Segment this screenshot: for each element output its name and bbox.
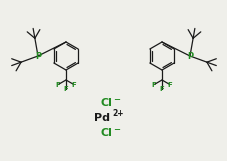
- Text: 2+: 2+: [111, 109, 123, 118]
- Text: Pd: Pd: [94, 113, 109, 123]
- Text: −: −: [113, 95, 119, 104]
- Text: Cl: Cl: [100, 98, 111, 108]
- Text: F: F: [159, 86, 164, 92]
- Text: F: F: [167, 81, 171, 87]
- Text: P: P: [35, 52, 41, 61]
- Text: P: P: [186, 52, 192, 61]
- Text: Cl: Cl: [100, 128, 111, 138]
- Text: F: F: [71, 81, 76, 87]
- Text: F: F: [56, 81, 60, 87]
- Text: F: F: [151, 81, 156, 87]
- Text: −: −: [113, 126, 119, 134]
- Text: F: F: [63, 86, 68, 92]
